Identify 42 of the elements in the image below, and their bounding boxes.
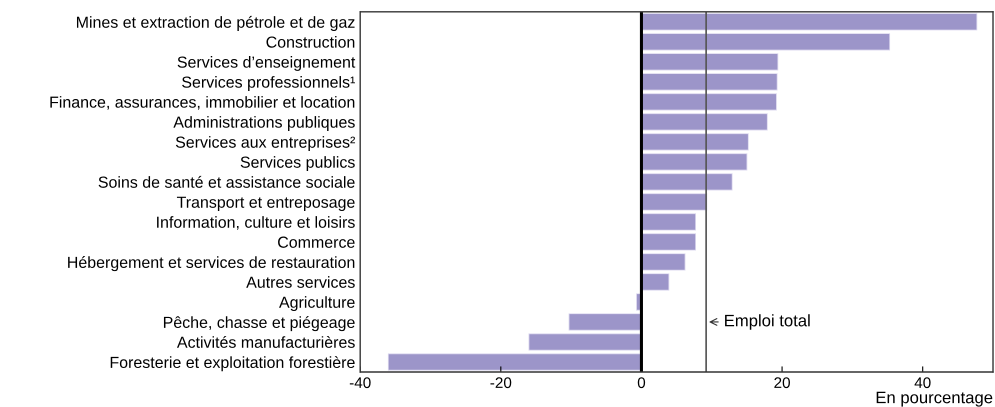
bar (641, 153, 748, 171)
y-tick-label: Services aux entreprises² (176, 136, 356, 151)
x-tick-label: 40 (914, 377, 931, 388)
bar (641, 233, 696, 251)
bar (388, 353, 642, 371)
x-axis-title: En pourcentage (876, 392, 992, 407)
y-tick-label: Services professionnels¹ (182, 76, 355, 91)
y-tick-label: Foresterie et exploitation forestière (110, 356, 355, 372)
bar (641, 33, 890, 50)
bar (641, 93, 777, 110)
y-tick-label: Pêche, chasse et piégeage (164, 316, 355, 332)
bar (641, 133, 749, 150)
x-tick-label: -20 (490, 377, 512, 388)
x-tick-label: 0 (638, 377, 646, 388)
bar (568, 313, 642, 331)
bar (641, 193, 708, 211)
y-tick-label: Transport et entreposage (176, 196, 355, 212)
bar (528, 333, 642, 351)
x-tick-label: -40 (350, 377, 371, 388)
y-tick-label: Administrations publiques (173, 116, 355, 131)
y-tick-label: Agriculture (279, 296, 355, 312)
y-tick-label: Hébergement et services de restauration (68, 256, 354, 272)
bar (641, 53, 778, 70)
y-tick-label: Information, culture et loisirs (157, 216, 355, 230)
bar (641, 273, 670, 291)
bar (641, 253, 686, 271)
ref-line-label: Emploi total (725, 314, 810, 330)
bar (641, 113, 768, 130)
bar (641, 213, 696, 231)
y-tick-label: Finance, assurances, immobilier et location (50, 96, 354, 110)
y-tick-label: Services d’enseignement (178, 56, 356, 71)
bar (641, 173, 733, 191)
y-tick-label: Mines et extraction de pétrole et de gaz (76, 16, 355, 32)
y-tick-label: Autres services (246, 276, 355, 288)
y-tick-label: Construction (266, 36, 354, 48)
x-tick-label: 20 (774, 377, 790, 388)
bar (641, 13, 978, 30)
y-tick-label: Services publics (240, 156, 355, 171)
y-tick-label: Activités manufacturières (176, 336, 355, 348)
bar (641, 73, 778, 90)
y-tick-label: Soins de santé et assistance sociale (98, 176, 355, 188)
y-tick-label: Commerce (278, 236, 355, 248)
